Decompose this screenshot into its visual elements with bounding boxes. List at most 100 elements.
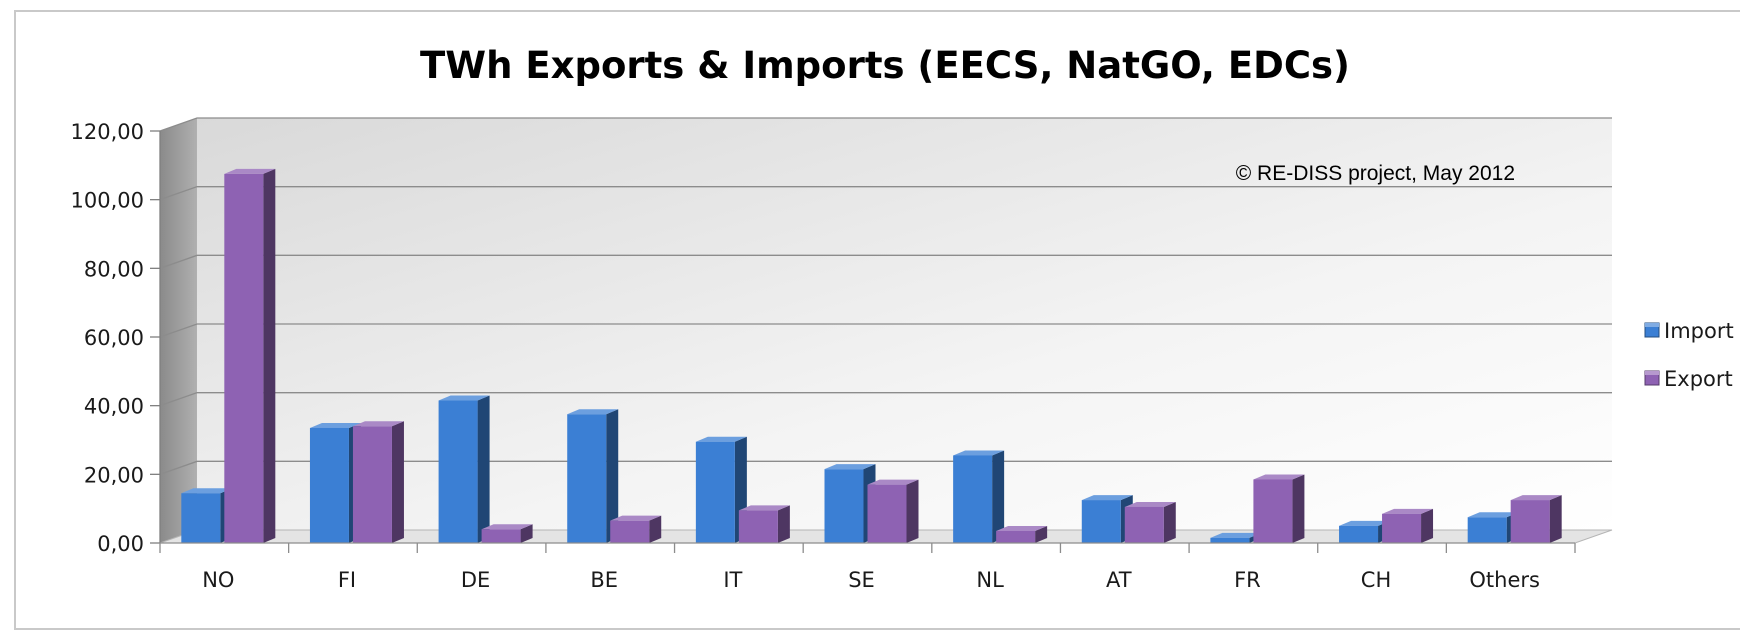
gridline: [159, 323, 1612, 338]
legend-label: Import: [1664, 319, 1734, 343]
bar-front: [481, 529, 521, 543]
bar-front: [610, 520, 650, 543]
bar-top: [1510, 495, 1562, 501]
legend-item-import: Import: [1644, 319, 1734, 343]
legend-swatch-highlight: [1645, 323, 1659, 327]
bar-side: [1292, 474, 1305, 543]
legend-item-export: Export: [1644, 367, 1733, 391]
legend: Import Export: [1644, 319, 1734, 391]
bar-top: [181, 488, 233, 494]
x-tick-label: NL: [976, 568, 1004, 592]
bar-export-it: [738, 505, 790, 543]
bar-front: [1510, 500, 1550, 543]
bar-top: [224, 168, 276, 174]
grid-lines: [159, 117, 1612, 475]
y-tick-label: 80,00: [84, 257, 144, 281]
bar-export-others: [1510, 495, 1562, 543]
bar-top: [610, 515, 662, 521]
bar-export-ch: [1382, 508, 1434, 543]
bar-side: [1163, 501, 1176, 543]
bar-front: [1081, 500, 1121, 543]
bar-front: [1339, 525, 1379, 543]
bar-import-de: [438, 395, 490, 543]
bar-export-at: [1124, 501, 1176, 543]
gridline: [159, 186, 1612, 201]
bar-front: [996, 530, 1036, 543]
x-axis: NO FI DE BE IT SE NL AT FR CH Others: [159, 542, 1576, 592]
bar-top: [953, 450, 1005, 456]
bar-side: [1035, 525, 1048, 543]
copyright-annotation: © RE-DISS project, May 2012: [1236, 162, 1515, 185]
bar-export-de: [481, 524, 533, 543]
bar-top: [824, 464, 876, 470]
bar-export-fi: [352, 421, 404, 543]
bar-side: [777, 505, 790, 543]
bar-side: [906, 479, 919, 543]
y-tick-label: 0,00: [97, 532, 144, 556]
x-tick-label: FR: [1234, 568, 1261, 592]
bar-top: [738, 505, 790, 511]
bar-top: [1467, 512, 1519, 518]
bar-front: [181, 493, 221, 543]
y-tick-label: 20,00: [84, 463, 144, 487]
bar-export-se: [867, 479, 919, 543]
y-tick-label: 60,00: [84, 326, 144, 350]
bar-top: [1382, 508, 1434, 514]
bar-export-fr: [1253, 474, 1305, 543]
bar-export-be: [610, 515, 662, 543]
bar-top: [567, 409, 619, 415]
x-tick-label: CH: [1361, 568, 1391, 592]
x-tick-label: AT: [1106, 568, 1132, 592]
gridline: [159, 460, 1612, 475]
bar-import-nl: [953, 450, 1005, 543]
bar-top: [695, 436, 747, 442]
bar-side: [520, 524, 533, 543]
bar-front: [824, 469, 864, 543]
bar-front: [1382, 513, 1422, 543]
bar-front: [224, 173, 264, 543]
y-tick-label: 120,00: [71, 120, 144, 144]
bar-top: [438, 395, 490, 401]
gridline: [159, 392, 1612, 407]
gridline: [159, 117, 1612, 132]
x-tick-label: SE: [848, 568, 875, 592]
bar-front: [695, 441, 735, 543]
x-tick-label: NO: [202, 568, 234, 592]
x-tick-label: FI: [338, 568, 356, 592]
bar-top: [1210, 532, 1262, 538]
bars: [181, 168, 1562, 543]
bar-top: [352, 421, 404, 427]
bar-front: [1124, 506, 1164, 543]
bar-side: [477, 395, 490, 543]
y-tick-label: 100,00: [71, 189, 144, 213]
bar-import-it: [695, 436, 747, 543]
bar-side: [391, 421, 404, 543]
bar-front: [567, 414, 607, 543]
bar-front: [1467, 517, 1507, 543]
bar-front: [1210, 537, 1250, 543]
x-tick-label: Others: [1469, 568, 1540, 592]
bar-side: [992, 450, 1005, 543]
bar-export-nl: [996, 525, 1048, 543]
bar-side: [263, 168, 276, 543]
bar-top: [996, 525, 1048, 531]
bar-chart: TWh Exports & Imports (EECS, NatGO, EDCs…: [71, 44, 1734, 592]
x-tick-label: IT: [723, 568, 742, 592]
y-axis: 0,00 20,00 40,00 60,00 80,00 100,00 120,00: [71, 120, 161, 556]
bar-side: [606, 409, 619, 543]
bar-front: [953, 455, 993, 543]
bar-front: [867, 484, 907, 543]
bar-top: [1253, 474, 1305, 480]
x-tick-label: DE: [461, 568, 490, 592]
bar-front: [352, 426, 392, 543]
x-tick-label: BE: [590, 568, 618, 592]
bar-top: [481, 524, 533, 530]
bar-top: [867, 479, 919, 485]
gridline: [159, 254, 1612, 269]
legend-swatch-highlight: [1645, 371, 1659, 375]
bar-top: [1124, 501, 1176, 507]
bar-side: [1421, 508, 1434, 543]
y-tick-label: 40,00: [84, 395, 144, 419]
bar-front: [738, 510, 778, 543]
bar-top: [1081, 495, 1133, 501]
